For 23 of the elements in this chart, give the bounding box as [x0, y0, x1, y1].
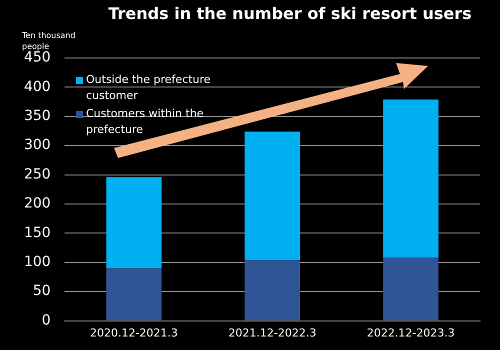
y-tick-label: 250 — [24, 166, 51, 182]
y-axis-title: Ten thousand people — [22, 30, 76, 51]
bar — [244, 132, 300, 260]
legend-label: Customers within the prefecture — [86, 106, 205, 138]
y-tick-label: 50 — [32, 283, 51, 300]
chart-title: Trends in the number of ski resort users — [107, 4, 473, 23]
bar — [106, 177, 162, 268]
bar — [106, 268, 162, 320]
y-tick-label: 200 — [24, 196, 51, 212]
bar — [383, 258, 438, 320]
y-tick-label: 100 — [24, 254, 51, 270]
y-tick-label: 400 — [24, 78, 51, 95]
bar — [244, 260, 300, 320]
x-tick-label: 2022.12-2023.3 — [366, 326, 455, 340]
x-tick-label: 2020.12-2021.3 — [90, 326, 178, 340]
x-tick-label: 2021.12-2022.3 — [228, 326, 316, 340]
bar — [383, 99, 438, 258]
y-tick-label: 350 — [24, 108, 51, 124]
y-tick-label: 150 — [24, 224, 51, 241]
y-tick-label: 300 — [24, 137, 51, 154]
legend-label: Outside the prefecture customer — [86, 72, 212, 104]
y-tick-label: 0 — [42, 312, 51, 328]
y-tick-label: 450 — [24, 50, 51, 66]
